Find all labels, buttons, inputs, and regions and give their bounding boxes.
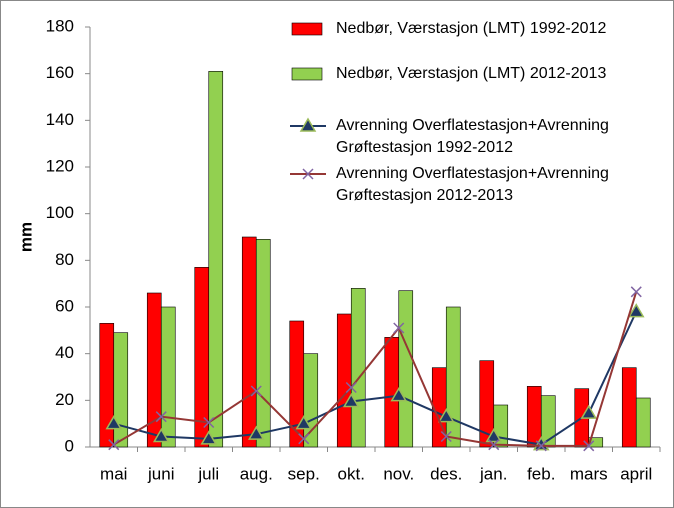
marker bbox=[345, 381, 357, 394]
bar bbox=[398, 290, 414, 448]
bar bbox=[635, 397, 651, 448]
marker bbox=[247, 425, 265, 440]
x-tick-label: okt. bbox=[338, 464, 365, 483]
x-tick-label: mars bbox=[570, 464, 608, 483]
marker bbox=[535, 440, 547, 452]
bar bbox=[336, 313, 352, 448]
bar bbox=[350, 288, 366, 448]
y-tick-label: 160 bbox=[46, 63, 74, 82]
bar bbox=[479, 360, 495, 448]
marker bbox=[203, 416, 215, 429]
marker bbox=[108, 439, 120, 451]
marker bbox=[155, 411, 167, 423]
x-tick-label: des. bbox=[430, 464, 462, 483]
marker bbox=[105, 415, 123, 430]
bar bbox=[303, 353, 319, 448]
marker bbox=[152, 428, 170, 443]
bar bbox=[255, 239, 271, 448]
x-tick-label: aug. bbox=[240, 464, 273, 483]
bar bbox=[621, 367, 637, 448]
y-tick-label: 100 bbox=[46, 203, 74, 222]
bar bbox=[526, 386, 542, 448]
bar bbox=[241, 236, 257, 448]
legend-label: Avrenning Overflatestasjon+Avrenning Grø… bbox=[336, 117, 609, 156]
y-tick-label: 60 bbox=[55, 296, 74, 315]
marker bbox=[250, 385, 262, 397]
marker bbox=[390, 387, 408, 402]
bar bbox=[540, 395, 556, 448]
x-tick-label: feb. bbox=[527, 464, 555, 483]
legend-item: Nedbør, Værstasjon (LMT) 2012-2013 bbox=[288, 63, 636, 85]
legend-box bbox=[291, 22, 323, 36]
x-tick-label: april bbox=[620, 464, 652, 483]
marker bbox=[302, 168, 314, 180]
bar bbox=[445, 306, 461, 448]
x-tick-label: jan. bbox=[479, 464, 507, 483]
x-tick-label: sep. bbox=[288, 464, 320, 483]
y-tick-label: 80 bbox=[55, 250, 74, 269]
y-tick-label: 180 bbox=[46, 16, 74, 35]
marker bbox=[580, 404, 598, 419]
y-tick-label: 40 bbox=[55, 343, 74, 362]
marker bbox=[437, 408, 455, 423]
bar bbox=[113, 332, 129, 448]
legend-swatch bbox=[291, 67, 323, 81]
y-tick-label: 20 bbox=[55, 390, 74, 409]
line bbox=[113, 291, 638, 447]
legend-item: Nedbør, Værstasjon (LMT) 1992-2012 bbox=[288, 18, 636, 40]
marker bbox=[393, 322, 405, 334]
legend-label: Avrenning Overflatestasjon+Avrenning Grø… bbox=[336, 165, 609, 204]
marker bbox=[295, 415, 313, 430]
legend-swatch bbox=[290, 168, 326, 180]
marker bbox=[485, 428, 503, 443]
marker bbox=[200, 430, 218, 445]
legend: Nedbør, Værstasjon (LMT) 1992-2012 Nedbør… bbox=[288, 18, 648, 207]
y-tick-label: 0 bbox=[65, 436, 74, 455]
y-axis-title: mm bbox=[16, 222, 35, 252]
x-tick-label: juni bbox=[147, 464, 174, 483]
bar bbox=[160, 306, 176, 448]
marker bbox=[630, 286, 642, 298]
marker bbox=[298, 433, 310, 445]
y-tick-label: 140 bbox=[46, 110, 74, 129]
legend-swatch bbox=[291, 22, 323, 36]
x-tick-label: juli bbox=[197, 464, 219, 483]
legend-item: Avrenning Overflatestasjon+Avrenning Grø… bbox=[288, 163, 636, 207]
marker bbox=[299, 117, 317, 132]
legend-box bbox=[291, 67, 323, 81]
legend-label: Nedbør, Værstasjon (LMT) 2012-2013 bbox=[336, 65, 607, 82]
marker bbox=[583, 440, 595, 452]
marker bbox=[627, 303, 645, 318]
bar bbox=[588, 437, 604, 448]
marker bbox=[440, 430, 452, 443]
marker bbox=[342, 393, 360, 408]
y-tick-label: 120 bbox=[46, 156, 74, 175]
x-tick-label: mai bbox=[100, 464, 127, 483]
legend-label: Nedbør, Værstasjon (LMT) 1992-2012 bbox=[336, 20, 607, 37]
bar bbox=[208, 71, 224, 448]
marker bbox=[488, 439, 500, 451]
legend-item: Avrenning Overflatestasjon+Avrenning Grø… bbox=[288, 115, 636, 159]
legend-swatch bbox=[290, 117, 326, 132]
line bbox=[113, 311, 638, 446]
x-tick-label: nov. bbox=[383, 464, 414, 483]
